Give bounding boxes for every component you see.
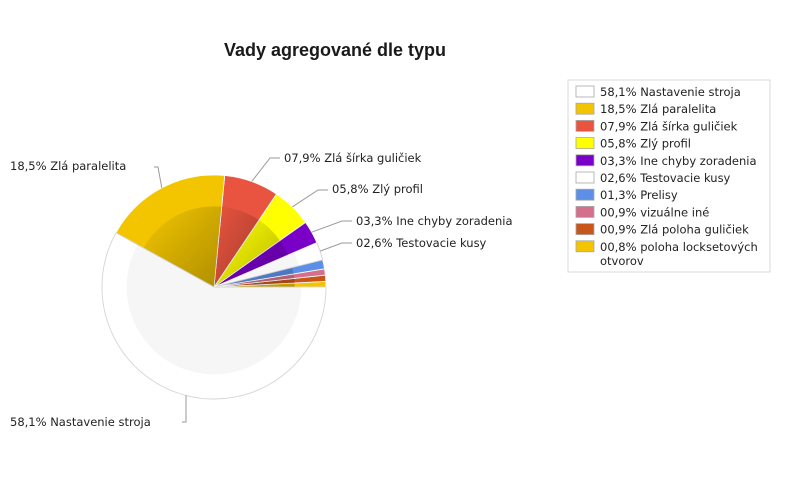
legend-label: 02,6% Testovacie kusy — [600, 171, 731, 185]
callout-label: 07,9% Zlá šírka guličiek — [284, 151, 422, 165]
pie-slice-shading — [214, 240, 289, 287]
legend-swatch — [575, 223, 595, 236]
legend-swatch — [575, 154, 595, 167]
callout-leader-line — [292, 189, 328, 208]
legend-swatch — [575, 85, 595, 98]
legend-label: 00,9% Zlá poloha guličiek — [600, 223, 749, 237]
pie-slice-shading — [214, 206, 259, 287]
legend-label: 03,3% Ine chyby zoradenia — [600, 154, 757, 168]
callout-label: 58,1% Nastavenie stroja — [10, 415, 151, 429]
callout-label: 03,3% Ine chyby zoradenia — [356, 214, 513, 228]
legend-label: 01,3% Prelisy — [600, 188, 678, 202]
callout-label: 02,6% Testovacie kusy — [356, 236, 487, 250]
legend-label: 05,8% Zlý profil — [600, 137, 691, 151]
legend-label: 00,8% poloha locksetových otvorov — [600, 240, 758, 268]
pie-slice-shading — [214, 220, 280, 287]
pie-slice-nastavenie-stroja — [101, 232, 327, 400]
callout-label: 05,8% Zlý profil — [332, 182, 423, 196]
chart-legend: 58,1% Nastavenie stroja 18,5% Zlá paralel… — [567, 79, 771, 273]
legend-swatch — [575, 205, 595, 218]
chart-title: Vady agregované dle typu — [224, 40, 446, 60]
legend-label: 58,1% Nastavenie stroja — [600, 85, 741, 99]
legend-label: 07,9% Zlá šírka guličiek — [600, 119, 738, 133]
legend-swatch — [575, 240, 595, 253]
legend-label: 00,9% vizuálne iné — [600, 205, 709, 219]
legend-swatch — [575, 120, 595, 132]
legend-swatch — [575, 137, 595, 150]
legend-swatch — [575, 171, 595, 184]
legend-swatch — [575, 102, 595, 115]
legend-label: 18,5% Zlá paralelita — [600, 102, 716, 116]
callout-label: 18,5% Zlá paralelita — [10, 159, 126, 173]
pie-slices — [101, 174, 327, 400]
pie-callouts: 58,1% Nastavenie stroja 18,5% Zlá paralel… — [10, 151, 513, 429]
callout-leader-line — [251, 157, 280, 182]
callout-leader-line — [311, 220, 352, 233]
callout-leader-line — [154, 166, 163, 188]
legend-swatch — [575, 188, 595, 201]
callout-leader-line — [182, 395, 187, 423]
callout-leader-line — [319, 242, 352, 252]
pie-slice-shading — [143, 206, 222, 287]
legend-frame — [567, 79, 771, 273]
